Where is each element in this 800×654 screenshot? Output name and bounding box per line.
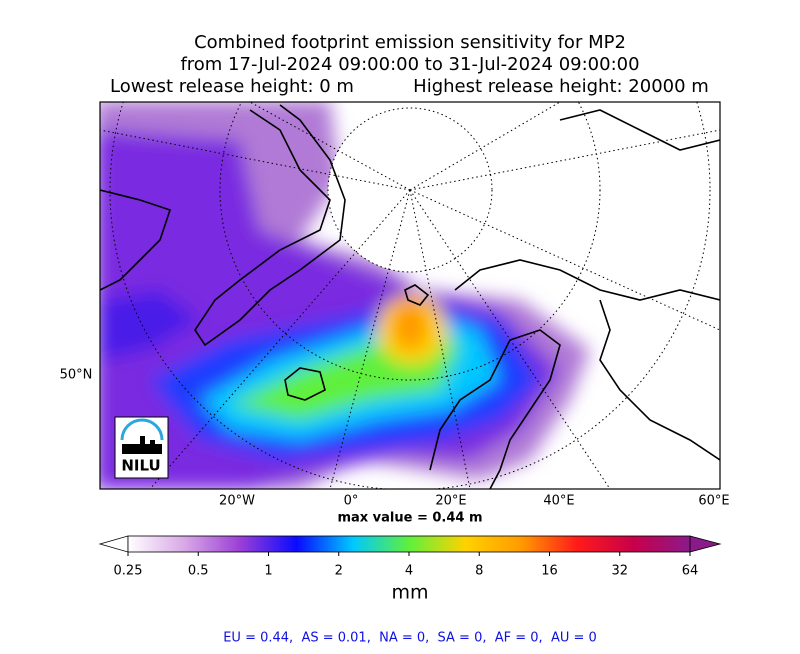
- lat-label: 50°N: [60, 368, 93, 383]
- colorbar-high-extend: [689, 535, 722, 553]
- map-frame: [99, 101, 721, 490]
- footer: EU = 0.44, AS = 0.01, NA = 0, SA = 0, AF…: [223, 631, 597, 646]
- colorbar-tick-label: 1: [264, 564, 272, 579]
- colorbar-tick-label: 32: [611, 564, 628, 579]
- graticule: [100, 102, 720, 489]
- max-value: max value = 0.44 m: [337, 511, 482, 526]
- lon-label: 40°E: [543, 494, 574, 509]
- colorbar-scale: [127, 535, 691, 553]
- logo-text: NILU: [121, 457, 160, 475]
- footprint-field: [100, 102, 590, 489]
- logo: NILU: [114, 416, 169, 479]
- title-line: Combined footprint emission sensitivity …: [194, 32, 626, 53]
- colorbar-label: mm: [391, 582, 428, 604]
- lon-label: 60°E: [698, 494, 729, 509]
- release-low: Lowest release height: 0 m: [110, 76, 354, 97]
- title-line: from 17-Jul-2024 09:00:00 to 31-Jul-2024…: [180, 54, 639, 75]
- release-high: Highest release height: 20000 m: [413, 76, 709, 97]
- colorbar-tick-label: 2: [335, 564, 343, 579]
- lon-label: 20°W: [219, 494, 255, 509]
- colorbar-tick-label: 8: [475, 564, 483, 579]
- lon-label: 0°: [344, 494, 359, 509]
- colorbar-tick-label: 0.5: [188, 564, 209, 579]
- colorbar-tick-label: 16: [541, 564, 558, 579]
- coastlines: [100, 104, 720, 489]
- colorbar-tick-label: 64: [682, 564, 699, 579]
- colorbar-low-extend: [98, 535, 129, 553]
- colorbar: 0.25 0.5 1 2 4 8 16 32 64: [98, 535, 722, 579]
- colorbar-tick-label: 4: [405, 564, 413, 579]
- colorbar-tick-label: 0.25: [114, 564, 143, 579]
- lon-label: 20°E: [435, 494, 466, 509]
- map: [100, 102, 720, 489]
